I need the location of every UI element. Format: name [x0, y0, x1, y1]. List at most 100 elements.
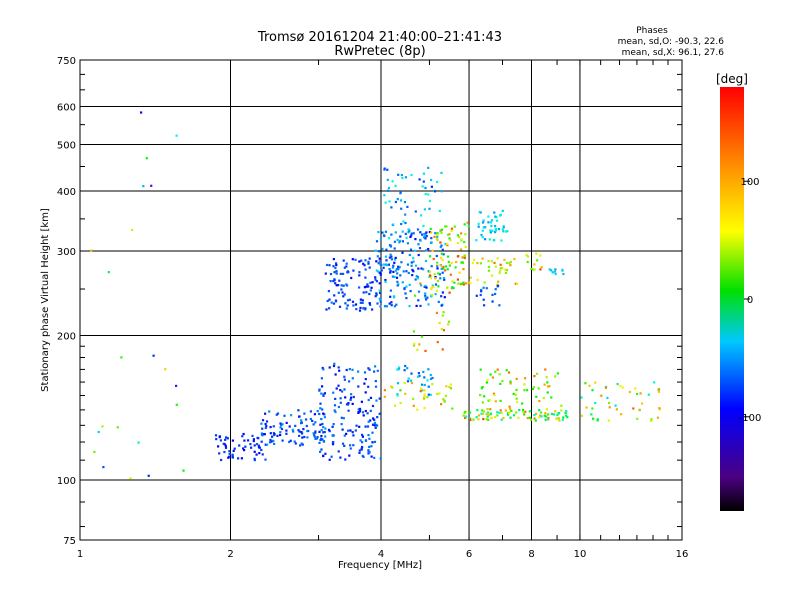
data-point — [461, 261, 464, 264]
data-point — [399, 192, 402, 195]
data-point — [393, 275, 396, 278]
data-point — [498, 411, 501, 414]
data-point — [367, 260, 370, 263]
data-point — [314, 431, 317, 434]
data-point — [228, 450, 231, 453]
data-point — [404, 232, 407, 235]
data-point — [422, 268, 425, 271]
data-point — [487, 265, 490, 268]
data-point — [175, 384, 178, 387]
data-point — [529, 418, 533, 421]
data-point — [175, 403, 178, 406]
data-point — [406, 242, 409, 245]
data-point — [347, 429, 350, 432]
data-point — [410, 234, 413, 237]
data-point — [480, 387, 483, 390]
data-point — [560, 409, 563, 412]
data-point — [460, 282, 463, 285]
data-point — [269, 426, 272, 429]
data-point — [437, 300, 440, 303]
data-point — [506, 230, 509, 233]
data-point — [243, 449, 246, 452]
data-point — [494, 229, 497, 232]
data-point — [448, 237, 451, 240]
data-point — [318, 430, 321, 433]
data-point — [485, 381, 488, 384]
data-point — [434, 293, 437, 296]
data-point — [657, 388, 660, 391]
data-point — [493, 211, 496, 214]
data-point — [501, 228, 504, 231]
data-point — [378, 271, 381, 274]
data-point — [232, 449, 235, 452]
data-point — [475, 239, 478, 242]
data-point — [416, 408, 419, 411]
data-point — [339, 389, 342, 392]
data-point — [396, 198, 399, 201]
chart-subtitle: RwPretec (8p) — [334, 44, 425, 59]
data-point — [397, 283, 400, 286]
data-point — [414, 238, 417, 241]
data-point — [442, 277, 446, 280]
data-point — [367, 398, 370, 402]
data-point — [396, 368, 399, 371]
data-point — [650, 419, 653, 422]
data-point — [562, 272, 565, 276]
data-point — [298, 434, 301, 437]
data-point — [460, 261, 463, 264]
data-point — [253, 459, 256, 462]
x-tick-label: 4 — [378, 549, 384, 560]
data-point — [464, 233, 467, 236]
data-point — [505, 369, 508, 372]
data-point — [401, 251, 404, 254]
data-point — [427, 368, 430, 371]
data-point — [433, 190, 437, 193]
data-point — [439, 229, 442, 232]
data-point — [322, 454, 325, 457]
data-point — [483, 226, 486, 229]
data-point — [147, 474, 150, 477]
data-point — [500, 418, 503, 421]
data-point — [364, 268, 367, 271]
data-point — [538, 409, 541, 412]
data-point — [447, 255, 450, 258]
data-point — [231, 456, 234, 459]
data-point — [379, 238, 382, 241]
stats-heading: Phases — [636, 26, 668, 36]
data-point — [632, 407, 635, 410]
data-point — [436, 180, 439, 183]
data-point — [472, 418, 475, 422]
data-point — [243, 439, 246, 442]
data-point — [220, 458, 223, 462]
data-point — [476, 409, 479, 412]
data-point — [408, 229, 411, 232]
data-point — [349, 447, 352, 450]
data-point — [388, 302, 391, 305]
data-point — [396, 394, 399, 397]
data-point — [453, 281, 456, 284]
data-point — [240, 457, 243, 460]
data-point — [338, 369, 341, 372]
data-point — [404, 176, 407, 179]
data-point — [375, 292, 378, 295]
data-point — [488, 238, 491, 241]
data-point — [439, 256, 443, 259]
data-point — [334, 373, 337, 376]
data-point — [283, 414, 286, 417]
data-point — [335, 272, 338, 275]
colorbar-tick-label: 100 — [740, 177, 759, 188]
data-point — [487, 418, 490, 421]
data-point — [449, 387, 452, 390]
data-point — [392, 223, 395, 226]
data-point — [442, 398, 445, 401]
data-point — [340, 416, 343, 419]
data-point — [378, 412, 381, 415]
data-point — [463, 223, 466, 226]
data-point — [438, 321, 441, 325]
data-point — [261, 419, 265, 422]
data-point — [522, 410, 525, 414]
data-point — [388, 268, 391, 271]
data-point — [441, 291, 444, 294]
data-point — [484, 238, 487, 241]
data-point — [546, 391, 549, 394]
